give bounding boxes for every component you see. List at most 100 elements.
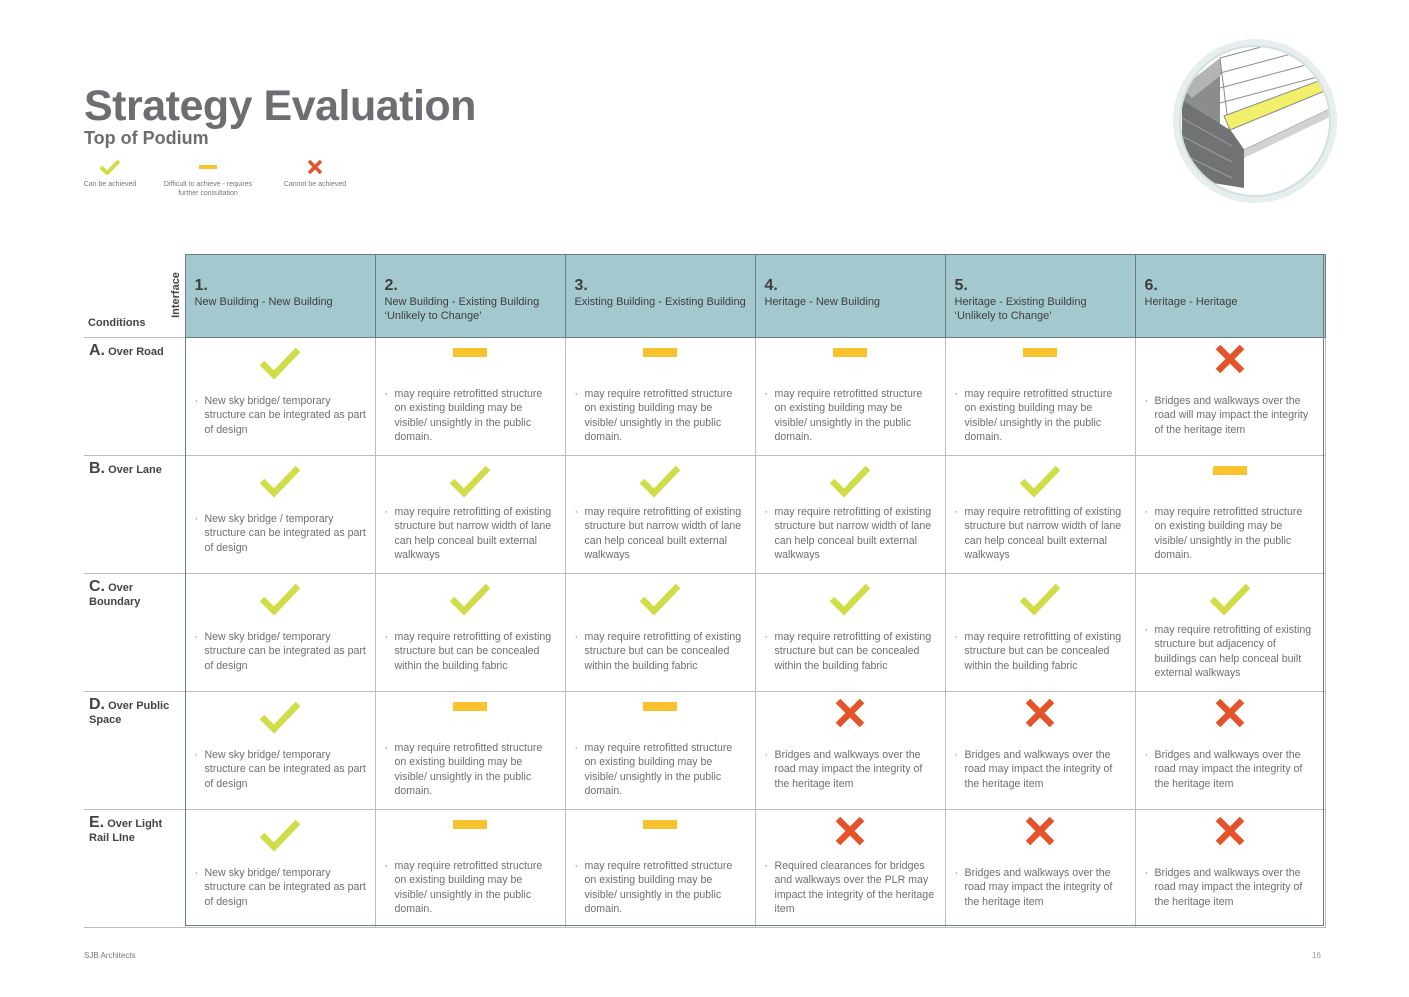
cross-icon (1136, 696, 1325, 730)
cell-text: may require retrofitting of existing str… (385, 630, 557, 673)
column-name: Heritage - Existing Building ‘Unlikely t… (954, 296, 1087, 322)
row-label: B. Over Lane (84, 455, 185, 574)
table-row: A. Over RoadNew sky bridge/ temporary st… (84, 336, 1326, 456)
cross-icon (946, 696, 1135, 730)
cell-text: may require retrofitted structure on exi… (575, 741, 747, 798)
row-label: C. Over Boundary (84, 573, 185, 692)
interface-label-wrap: Interface (169, 265, 183, 325)
dash-icon (376, 690, 565, 724)
column-header: 1. New Building - New Building (184, 254, 376, 338)
cell-text: may require retrofitted structure on exi… (385, 387, 557, 444)
legend-item-achieved: Can be achieved (80, 156, 140, 202)
evaluation-cell: may require retrofitted structure on exi… (754, 336, 946, 456)
dash-icon (160, 156, 256, 178)
evaluation-cell: may require retrofitted structure on exi… (564, 809, 756, 928)
column-name: Heritage - Heritage (1144, 296, 1238, 308)
row-letter: D. (89, 696, 105, 713)
column-number: 5. (954, 277, 968, 294)
evaluation-cell: may require retrofitted structure on exi… (944, 337, 1136, 456)
evaluation-cell: may require retrofitted structure on exi… (1134, 454, 1326, 574)
column-number: 1. (194, 277, 208, 294)
legend-label: Difficult to achieve - requires further … (163, 181, 253, 197)
cell-text: may require retrofitted structure on exi… (385, 859, 557, 916)
cell-text: Bridges and walkways over the road may i… (955, 748, 1127, 791)
cell-text: may require retrofitted structure on exi… (955, 387, 1127, 444)
cross-icon (1136, 342, 1325, 376)
table-row: E. Over Light Rail LIneNew sky bridge/ t… (84, 809, 1326, 928)
check-icon (946, 582, 1135, 616)
row-letter: E. (89, 814, 105, 831)
footer-company: SJB Architects (84, 951, 136, 960)
check-icon (566, 582, 755, 616)
evaluation-cell: New sky bridge/ temporary structure can … (184, 573, 376, 692)
check-icon (186, 346, 375, 380)
cell-text: may require retrofitted structure on exi… (385, 741, 557, 798)
check-icon (186, 818, 375, 852)
row-name: Over Lane (108, 464, 162, 476)
evaluation-cell: may require retrofitting of existing str… (564, 455, 756, 574)
cross-icon (756, 814, 945, 848)
cell-text: Bridges and walkways over the road will … (1145, 394, 1317, 437)
check-icon (80, 156, 140, 178)
evaluation-cell: may require retrofitting of existing str… (754, 455, 946, 574)
cross-icon (756, 696, 945, 730)
evaluation-cell: may require retrofitting of existing str… (374, 455, 566, 574)
legend-item-difficult: Difficult to achieve - requires further … (160, 156, 256, 202)
check-icon (1136, 582, 1325, 616)
cell-text: may require retrofitted structure on exi… (575, 859, 747, 916)
cell-text: may require retrofitted structure on exi… (575, 387, 747, 444)
column-header: 3. Existing Building - Existing Building (564, 254, 756, 338)
evaluation-cell: Bridges and walkways over the road will … (1134, 337, 1326, 456)
cell-text: may require retrofitting of existing str… (385, 505, 557, 562)
dash-icon (1136, 454, 1325, 488)
cell-text: may require retrofitting of existing str… (575, 630, 747, 673)
table-row: B. Over LaneNew sky bridge / temporary s… (84, 454, 1326, 574)
column-number: 4. (764, 277, 778, 294)
row-name: Over Light Rail LIne (89, 818, 163, 844)
evaluation-cell: New sky bridge / temporary structure can… (184, 455, 376, 574)
column-name: New Building - New Building (194, 296, 333, 308)
page-number: 16 (1312, 951, 1321, 960)
evaluation-cell: Bridges and walkways over the road may i… (1134, 809, 1326, 928)
row-label: D. Over Public Space (84, 691, 185, 810)
cell-text: New sky bridge/ temporary structure can … (195, 748, 367, 791)
cell-text: Bridges and walkways over the road may i… (1145, 748, 1317, 791)
evaluation-cell: Required clearances for bridges and walk… (754, 809, 946, 928)
row-letter: B. (89, 460, 105, 477)
evaluation-cell: Bridges and walkways over the road may i… (944, 691, 1136, 810)
row-label: A. Over Road (84, 337, 185, 456)
cell-text: Bridges and walkways over the road may i… (955, 866, 1127, 909)
table-row: D. Over Public SpaceNew sky bridge/ temp… (84, 690, 1326, 810)
cross-icon (280, 156, 350, 178)
conditions-label: Conditions (88, 317, 146, 329)
check-icon (186, 700, 375, 734)
cell-text: may require retrofitting of existing str… (955, 505, 1127, 562)
dash-icon (756, 336, 945, 370)
evaluation-cell: may require retrofitting of existing str… (1134, 573, 1326, 692)
column-name: New Building - Existing Building ‘Unlike… (384, 296, 540, 322)
cell-text: Bridges and walkways over the road may i… (1145, 866, 1317, 909)
column-header: 4. Heritage - New Building (754, 254, 946, 338)
check-icon (756, 582, 945, 616)
cell-text: New sky bridge/ temporary structure can … (195, 866, 367, 909)
column-header: 6. Heritage - Heritage (1134, 254, 1326, 338)
evaluation-cell: Bridges and walkways over the road may i… (1134, 691, 1326, 810)
cell-text: may require retrofitted structure on exi… (1145, 505, 1317, 562)
cell-text: may require retrofitting of existing str… (955, 630, 1127, 673)
cell-text: may require retrofitting of existing str… (1145, 623, 1317, 680)
row-label: E. Over Light Rail LIne (84, 809, 185, 928)
table-corner: Conditions Interface (84, 255, 185, 338)
cell-text: New sky bridge / temporary structure can… (195, 512, 367, 555)
check-icon (186, 464, 375, 498)
evaluation-cell: New sky bridge/ temporary structure can … (184, 337, 376, 456)
row-name: Over Boundary (89, 582, 141, 608)
column-header: 5. Heritage - Existing Building ‘Unlikely… (944, 254, 1136, 338)
strategy-table: Conditions Interface 1. New Building - Ne… (84, 254, 1326, 928)
podium-illustration (1173, 39, 1337, 203)
evaluation-cell: may require retrofitting of existing str… (944, 455, 1136, 574)
column-number: 6. (1144, 277, 1158, 294)
cell-text: may require retrofitting of existing str… (765, 630, 937, 673)
column-number: 2. (384, 277, 398, 294)
evaluation-cell: may require retrofitted structure on exi… (564, 337, 756, 456)
column-name: Heritage - New Building (764, 296, 881, 308)
